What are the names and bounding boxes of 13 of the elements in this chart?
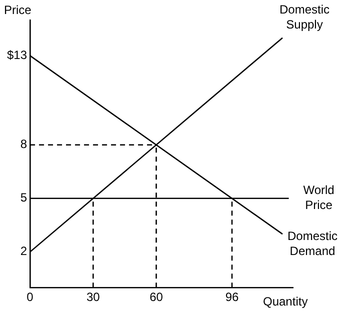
x-tick-label: 30 bbox=[86, 290, 100, 304]
y-tick-label: 2 bbox=[20, 244, 28, 258]
y-tick-label: 5 bbox=[20, 190, 28, 205]
x-tick-label: 60 bbox=[150, 290, 164, 304]
x-tick-label: 0 bbox=[26, 290, 34, 304]
x-axis-title: Quantity bbox=[263, 294, 308, 309]
y-tick-label: 8 bbox=[20, 137, 28, 152]
series-label: Domestic Demand bbox=[287, 228, 338, 258]
y-axis-title: Price bbox=[4, 3, 32, 17]
series-label: Domestic Supply bbox=[279, 2, 330, 32]
series-label: World Price bbox=[303, 183, 334, 212]
y-tick-label: $13 bbox=[6, 48, 28, 62]
x-tick-label: 96 bbox=[225, 290, 239, 304]
